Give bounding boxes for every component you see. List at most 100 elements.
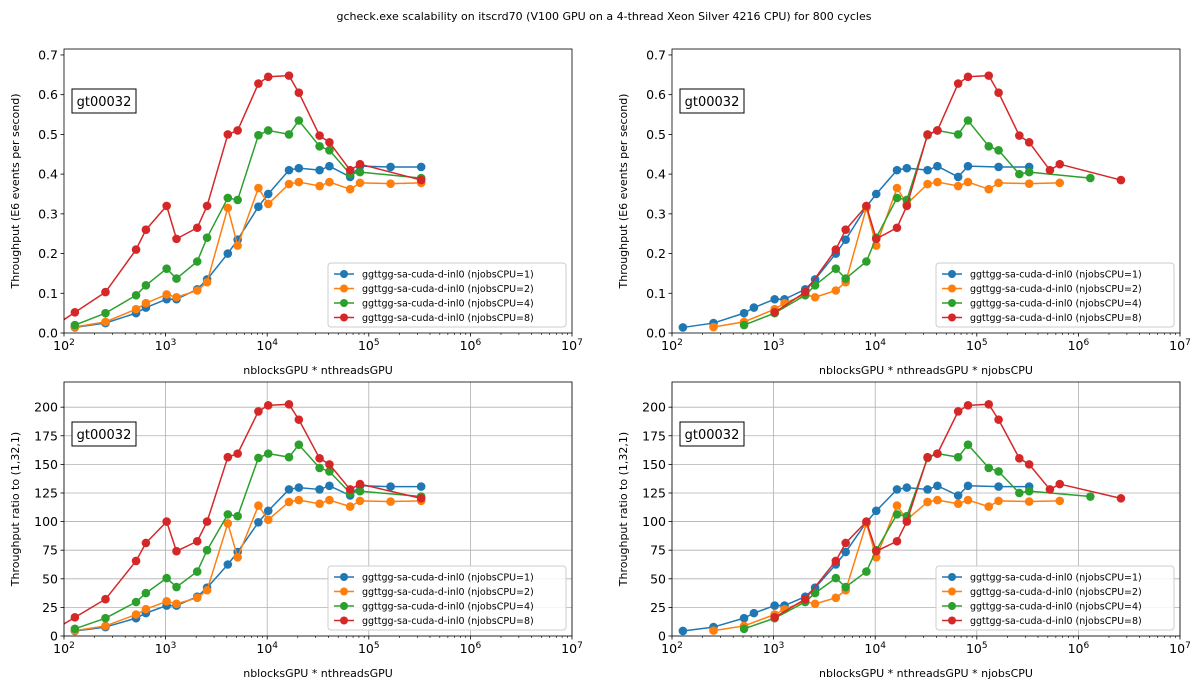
data-point — [749, 608, 759, 618]
data-point — [923, 165, 932, 175]
data-point — [923, 130, 932, 139]
data-point — [892, 183, 902, 193]
chart-top-left: 102 103 104 105 106 107 0.0 0.1 0.2 0.3 0.4 0.5 0.6 0… — [9, 47, 583, 377]
data-point — [770, 294, 779, 304]
x-axis-label: nblocksGPU * nthreadsGPU * njobsCPU — [819, 364, 1033, 377]
figure-title: gcheck.exe scalability on itscrd70 (V100… — [337, 10, 872, 23]
data-point — [709, 322, 718, 332]
data-point — [345, 485, 355, 494]
data-point — [284, 452, 294, 462]
legend-label-1: ggttgg-sa-cuda-d-inl0 (njobsCPU=1) — [970, 270, 1142, 281]
data-point — [223, 519, 233, 528]
annotation-box: gt00032 — [71, 421, 137, 447]
legend-label-3: ggttgg-sa-cuda-d-inl0 (njobsCPU=4) — [970, 299, 1142, 310]
data-point — [254, 183, 263, 193]
x-tick-label: 105 — [966, 641, 988, 656]
data-point — [1024, 486, 1034, 496]
annotation-frame — [679, 88, 745, 114]
y-tick-label: 0.4 — [646, 167, 666, 182]
legend-label-3: ggttgg-sa-cuda-d-inl0 (njobsCPU=4) — [970, 602, 1142, 613]
legend-marker-4 — [948, 616, 956, 625]
data-point — [131, 290, 141, 300]
data-point — [953, 407, 963, 416]
annotation-text: gt00032 — [685, 95, 740, 110]
legend-label-2: ggttgg-sa-cuda-d-inl0 (njobsCPU=2) — [362, 587, 534, 598]
data-point — [386, 497, 395, 506]
data-point — [831, 245, 841, 254]
data-point — [994, 162, 1003, 172]
data-point — [810, 281, 820, 290]
y-tick-label: 50 — [42, 571, 58, 586]
data-point — [963, 481, 973, 491]
data-point — [141, 538, 151, 548]
y-tick-label: 75 — [650, 543, 666, 558]
y-tick-label: 0.5 — [646, 127, 666, 142]
data-point — [994, 482, 1003, 491]
data-point — [1045, 485, 1055, 494]
data-point — [386, 179, 395, 188]
data-point — [963, 495, 973, 505]
data-point — [1055, 479, 1065, 489]
data-point — [953, 79, 963, 88]
data-point — [1024, 497, 1034, 506]
y-tick-label: 0.7 — [646, 47, 666, 62]
x-tick-label: 105 — [358, 338, 380, 353]
data-point — [192, 593, 202, 603]
data-point — [325, 177, 334, 187]
data-point — [233, 449, 242, 458]
y-tick-label: 200 — [34, 400, 58, 415]
y-tick-label: 175 — [642, 428, 666, 443]
data-point — [416, 482, 426, 491]
y-tick-label: 0.6 — [646, 87, 666, 102]
data-point — [1086, 492, 1095, 501]
y-tick-label: 100 — [642, 514, 666, 529]
data-point — [202, 517, 212, 526]
data-point — [862, 567, 871, 576]
data-point — [386, 482, 395, 491]
y-tick-label: 200 — [642, 400, 666, 415]
data-point — [994, 467, 1003, 476]
annotation-frame — [71, 421, 137, 447]
data-point — [263, 126, 273, 135]
data-point — [810, 599, 820, 609]
data-point — [325, 467, 334, 476]
x-tick-label: 107 — [561, 338, 583, 353]
data-point — [101, 317, 110, 327]
data-point — [131, 610, 141, 619]
legend-marker-3 — [948, 299, 956, 307]
y-axis-label: Throughput (E6 events per second) — [617, 94, 630, 290]
data-point — [202, 277, 212, 287]
data-point — [233, 511, 242, 521]
data-point — [101, 308, 110, 318]
data-point — [345, 184, 355, 194]
legend-label-3: ggttgg-sa-cuda-d-inl0 (njobsCPU=4) — [362, 299, 534, 310]
y-tick-label: 100 — [34, 514, 58, 529]
data-point — [739, 613, 749, 623]
data-point — [892, 536, 902, 546]
data-point — [263, 199, 273, 209]
data-point — [101, 621, 110, 631]
data-point — [284, 497, 294, 507]
y-tick-label: 0.0 — [38, 326, 58, 341]
data-point — [841, 582, 850, 592]
data-point — [984, 142, 994, 151]
data-point — [1015, 131, 1024, 140]
data-point — [810, 292, 820, 302]
data-point — [172, 599, 181, 609]
data-point — [831, 573, 841, 583]
data-point — [162, 517, 171, 526]
data-point — [386, 162, 395, 172]
data-point — [892, 501, 902, 510]
data-point — [141, 604, 151, 614]
x-tick-label: 106 — [1068, 338, 1090, 353]
data-point — [355, 486, 365, 496]
plot-area — [678, 400, 1126, 636]
y-tick-label: 150 — [34, 457, 58, 472]
data-point — [284, 71, 294, 80]
y-tick-label: 0 — [50, 629, 58, 644]
data-point — [355, 159, 365, 169]
data-point — [131, 304, 141, 314]
data-point — [892, 193, 902, 203]
x-tick-label: 103 — [155, 641, 177, 656]
data-point — [315, 142, 324, 151]
